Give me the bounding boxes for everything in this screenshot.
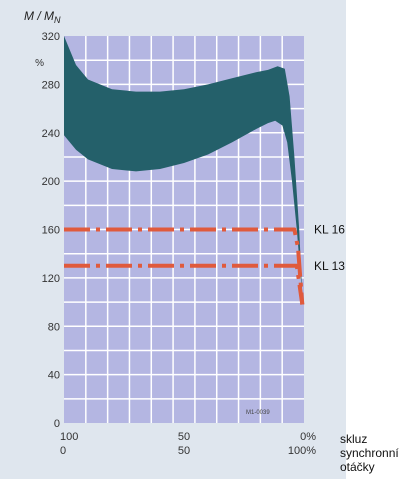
y-tick-label: 320 xyxy=(42,31,60,43)
torque-band xyxy=(64,36,303,296)
x-axis-label-speed-line2: otáčky xyxy=(340,460,375,474)
y-axis-ticks: 0 40 80 120 160 200 240 280 320 xyxy=(42,31,60,430)
x-tick-label-speed: 100% xyxy=(288,445,316,457)
y-axis-unit: % xyxy=(35,58,44,69)
y-tick-label: 80 xyxy=(48,321,60,333)
series-group: KL 16 KL 13 xyxy=(64,223,345,305)
y-tick-label: 280 xyxy=(42,79,60,91)
y-axis-label: M / MN xyxy=(24,9,61,25)
x-axis-label-speed-line1: synchronní xyxy=(340,446,399,460)
y-tick-label: 120 xyxy=(42,273,60,285)
x-tick-label-slip: 100 xyxy=(60,431,78,443)
x-tick-label-slip: 50 xyxy=(178,431,190,443)
y-tick-label: 200 xyxy=(42,176,60,188)
x-axis-label-slip: skluz xyxy=(340,432,367,446)
y-tick-label: 240 xyxy=(42,128,60,140)
x-axis-ticks: 100 50 0% 0 50 100% xyxy=(60,431,316,457)
x-tick-label-slip: 0% xyxy=(300,431,316,443)
series-line-kl-13 xyxy=(64,263,305,305)
x-tick-label-speed: 50 xyxy=(178,445,190,457)
y-tick-label: 40 xyxy=(48,370,60,382)
x-tick-label-speed: 0 xyxy=(60,445,66,457)
y-tick-label: 160 xyxy=(42,225,60,237)
series-label-kl-13: KL 13 xyxy=(314,259,345,273)
y-tick-label: 0 xyxy=(54,418,60,430)
figure-code: M1-0039 xyxy=(246,410,270,416)
series-label-kl-16: KL 16 xyxy=(314,223,345,237)
